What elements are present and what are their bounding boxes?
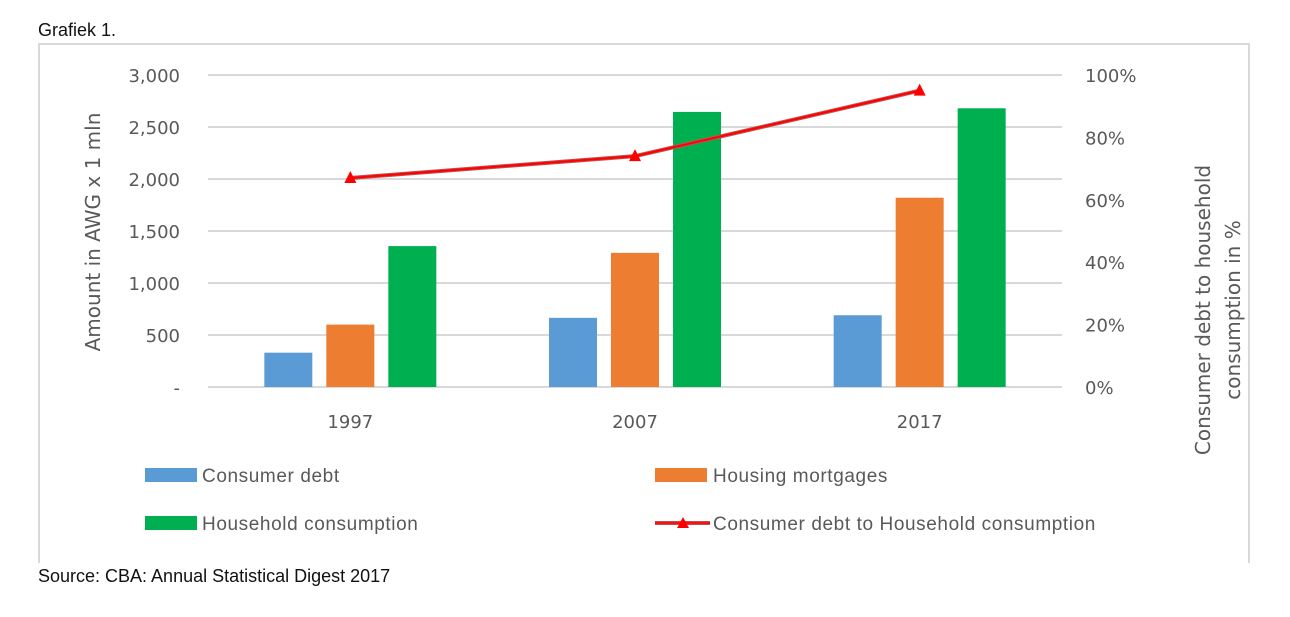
right-axis-ticks: 0% 20% 40% 60% 80% 100% xyxy=(1085,66,1136,399)
left-tick-label: - xyxy=(174,378,181,399)
left-tick-label: 2,000 xyxy=(128,170,180,191)
legend-item-consumer-debt: Consumer debt xyxy=(145,466,340,487)
legend-item-household-consumption: Household consumption xyxy=(145,514,418,535)
triangle-marker-icon xyxy=(913,83,926,96)
triangle-marker-icon xyxy=(629,149,641,162)
bar-housing-mortgages xyxy=(326,324,375,387)
left-axis-label: Amount in AWG x 1 mln xyxy=(81,113,105,352)
ratio-line xyxy=(344,83,926,183)
x-tick-label: 2007 xyxy=(612,412,658,433)
legend-swatch-orange xyxy=(655,468,707,482)
right-tick-label: 80% xyxy=(1085,128,1125,149)
legend-label: Household consumption xyxy=(202,514,418,535)
right-axis-label-line2: consumption in % xyxy=(1221,220,1245,399)
right-tick-label: 60% xyxy=(1085,191,1125,212)
left-axis-ticks: - 500 1,000 1,500 2,000 2,500 3,000 xyxy=(128,66,180,399)
bar-housing-mortgages xyxy=(895,197,944,387)
legend-label: Consumer debt to Household consumption xyxy=(713,514,1096,535)
left-tick-label: 500 xyxy=(146,326,180,347)
legend-swatch-green xyxy=(145,516,197,530)
triangle-marker-icon xyxy=(344,170,357,183)
right-tick-label: 0% xyxy=(1085,378,1114,399)
legend-label: Housing mortgages xyxy=(713,466,888,487)
legend: Consumer debt Housing mortgages Househol… xyxy=(145,466,1096,535)
legend-item-housing-mortgages: Housing mortgages xyxy=(655,466,888,487)
left-tick-label: 2,500 xyxy=(128,118,180,139)
right-tick-label: 20% xyxy=(1085,316,1125,337)
right-axis-label-line1: Consumer debt to household xyxy=(1191,165,1215,455)
bars xyxy=(264,108,1006,388)
bar-consumer-debt xyxy=(549,317,597,387)
left-tick-label: 3,000 xyxy=(128,66,180,87)
x-tick-label: 2017 xyxy=(897,412,943,433)
x-axis-labels: 1997 2007 2017 xyxy=(327,412,942,433)
ratio-line-path xyxy=(350,89,920,179)
figure-title: Grafiek 1. xyxy=(38,20,117,40)
right-tick-label: 40% xyxy=(1085,253,1125,274)
bar-consumer-debt xyxy=(833,315,882,387)
legend-item-ratio: Consumer debt to Household consumption xyxy=(655,514,1096,535)
legend-label: Consumer debt xyxy=(202,466,340,487)
bar-household-consumption xyxy=(957,108,1006,387)
left-tick-label: 1,000 xyxy=(128,274,180,295)
right-tick-label: 100% xyxy=(1085,66,1136,87)
bar-household-consumption xyxy=(673,111,721,388)
source-note: Source: CBA: Annual Statistical Digest 2… xyxy=(38,566,391,586)
chart-frame xyxy=(38,43,1250,563)
left-tick-label: 1,500 xyxy=(128,222,180,243)
triangle-marker-icon xyxy=(677,517,689,528)
bar-housing-mortgages xyxy=(611,252,659,387)
bar-consumer-debt xyxy=(264,352,313,387)
legend-swatch-blue xyxy=(145,468,197,482)
x-tick-label: 1997 xyxy=(327,412,373,433)
bar-household-consumption xyxy=(388,246,437,387)
